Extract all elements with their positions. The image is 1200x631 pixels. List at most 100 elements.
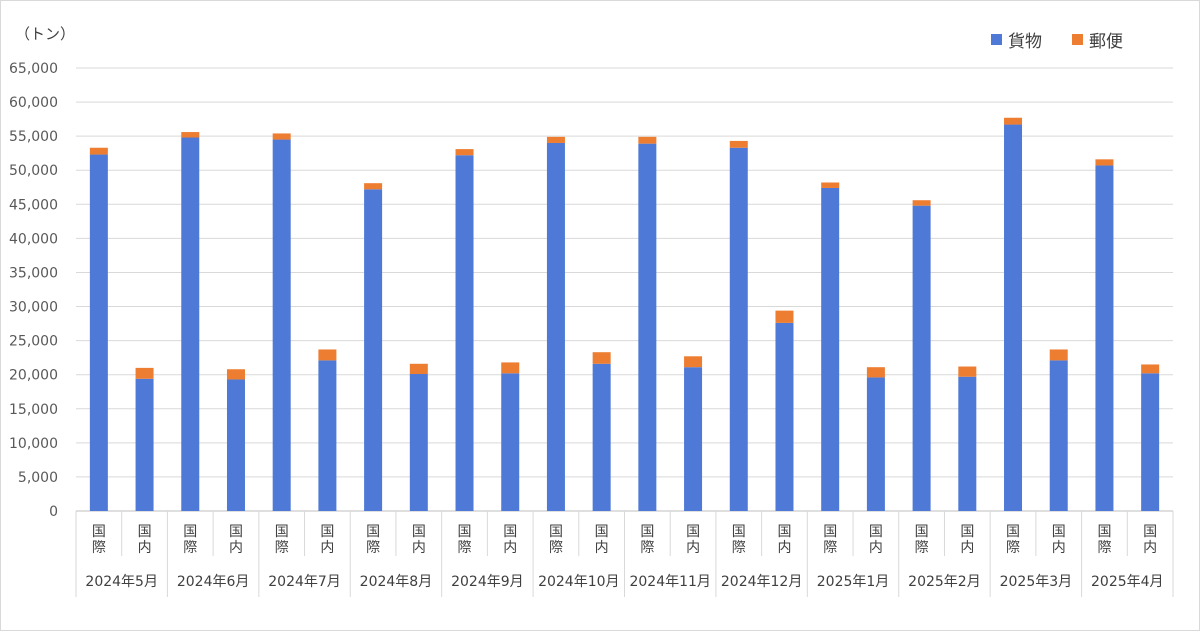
- legend: 貨物 郵便: [991, 27, 1123, 52]
- bar-mail: [501, 362, 520, 374]
- y-tick-label: 55,000: [9, 129, 58, 145]
- bar-cargo: [409, 374, 428, 511]
- bar-cargo: [958, 376, 977, 511]
- x-subcategory-label: 国: [595, 524, 609, 540]
- x-subcategory-label: 内: [138, 540, 152, 556]
- bar-cargo: [1095, 165, 1114, 511]
- x-month-label: 2024年9月: [451, 574, 524, 590]
- bar-mail: [89, 147, 108, 155]
- bar-cargo: [729, 147, 748, 512]
- x-month-label: 2025年3月: [1000, 574, 1073, 590]
- x-subcategory-label: 国: [1097, 524, 1111, 540]
- bar-mail: [1004, 117, 1023, 125]
- y-tick-label: 25,000: [9, 334, 58, 350]
- bar-cargo: [226, 379, 245, 511]
- bar-cargo: [1004, 124, 1023, 512]
- x-subcategory-label: 国: [229, 524, 243, 540]
- x-subcategory-label: 国: [412, 524, 426, 540]
- x-subcategory-label: 国: [732, 524, 746, 540]
- x-month-label: 2024年5月: [85, 574, 158, 590]
- x-month-label: 2025年2月: [908, 574, 981, 590]
- x-subcategory-label: 際: [732, 540, 746, 556]
- bar-mail: [226, 369, 245, 380]
- y-tick-label: 45,000: [9, 197, 58, 213]
- x-subcategory-label: 内: [777, 540, 791, 556]
- bar-cargo: [89, 154, 108, 511]
- x-subcategory-label: 国: [869, 524, 883, 540]
- bar-cargo: [638, 143, 657, 512]
- x-subcategory-label: 内: [412, 540, 426, 556]
- x-subcategory-label: 国: [1052, 524, 1066, 540]
- bar-mail: [821, 182, 840, 188]
- x-subcategory-label: 国: [458, 524, 472, 540]
- legend-label-cargo: 貨物: [1008, 32, 1042, 52]
- x-subcategory-label: 国: [320, 524, 334, 540]
- x-subcategory-label: 内: [869, 540, 883, 556]
- x-subcategory-label: 内: [595, 540, 609, 556]
- bar-cargo: [318, 360, 337, 511]
- x-month-label: 2024年7月: [268, 574, 341, 590]
- y-tick-label: 0: [49, 504, 58, 520]
- bar-cargo: [455, 155, 474, 511]
- legend-item-cargo: 貨物: [991, 27, 1042, 52]
- bar-cargo: [866, 377, 885, 511]
- x-subcategory-label: 内: [1143, 540, 1157, 556]
- x-subcategory-label: 際: [549, 540, 563, 556]
- bar-mail: [866, 367, 885, 378]
- bar-mail: [729, 140, 748, 148]
- bar-mail: [592, 352, 611, 364]
- bar-mail: [1095, 159, 1114, 166]
- bar-cargo: [272, 139, 291, 512]
- y-tick-label: 30,000: [9, 300, 58, 316]
- legend-item-mail: 郵便: [1072, 27, 1123, 52]
- x-subcategory-label: 際: [1006, 540, 1020, 556]
- x-subcategory-label: 国: [138, 524, 152, 540]
- x-month-label: 2024年12月: [721, 574, 802, 590]
- bar-cargo: [684, 367, 703, 511]
- x-subcategory-label: 国: [183, 524, 197, 540]
- x-subcategory-label: 際: [1097, 540, 1111, 556]
- legend-swatch-cargo: [991, 34, 1002, 45]
- x-subcategory-label: 際: [183, 540, 197, 556]
- bar-mail: [1141, 364, 1160, 374]
- bar-cargo: [1049, 360, 1068, 511]
- x-subcategory-label: 際: [823, 540, 837, 556]
- x-month-label: 2025年1月: [817, 574, 890, 590]
- x-subcategory-label: 内: [503, 540, 517, 556]
- legend-swatch-mail: [1072, 34, 1083, 45]
- bar-mail: [272, 133, 291, 140]
- y-tick-label: 65,000: [9, 61, 58, 77]
- bar-cargo: [821, 187, 840, 511]
- bar-mail: [455, 149, 474, 156]
- x-subcategory-label: 国: [823, 524, 837, 540]
- bar-mail: [775, 310, 794, 323]
- x-subcategory-label: 際: [92, 540, 106, 556]
- x-subcategory-label: 国: [92, 524, 106, 540]
- x-month-label: 2025年4月: [1091, 574, 1164, 590]
- x-subcategory-label: 際: [915, 540, 929, 556]
- y-tick-label: 60,000: [9, 95, 58, 111]
- x-month-label: 2024年10月: [538, 574, 619, 590]
- bar-cargo: [775, 322, 794, 511]
- bar-mail: [135, 367, 154, 379]
- x-subcategory-label: 国: [275, 524, 289, 540]
- y-tick-label: 40,000: [9, 231, 58, 247]
- bar-mail: [318, 349, 337, 361]
- x-month-label: 2024年11月: [629, 574, 710, 590]
- x-subcategory-label: 内: [686, 540, 700, 556]
- x-subcategory-label: 内: [1052, 540, 1066, 556]
- bar-mail: [912, 200, 931, 206]
- bar-cargo: [592, 363, 611, 511]
- x-subcategory-label: 国: [503, 524, 517, 540]
- x-month-label: 2024年6月: [177, 574, 250, 590]
- bar-cargo: [135, 378, 154, 511]
- x-subcategory-label: 内: [960, 540, 974, 556]
- y-tick-label: 15,000: [9, 402, 58, 418]
- x-subcategory-label: 国: [549, 524, 563, 540]
- y-tick-label: 50,000: [9, 163, 58, 179]
- bar-cargo: [912, 205, 931, 511]
- x-subcategory-label: 国: [686, 524, 700, 540]
- bar-mail: [546, 136, 565, 143]
